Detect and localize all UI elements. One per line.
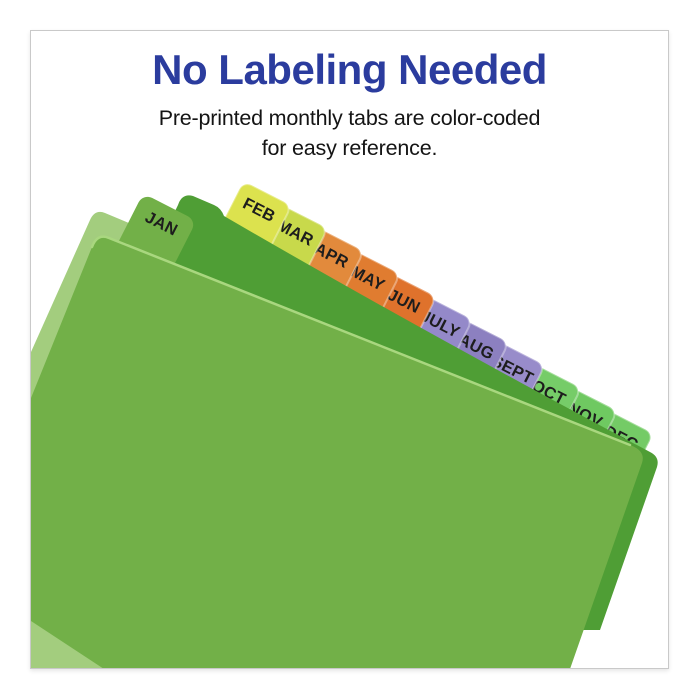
front-divider-sheet [31, 236, 643, 668]
product-card: DECNOVOCTSEPTAUGJULYJUNMAYAPRMARFEB JAN … [30, 30, 669, 669]
headline: No Labeling Needed [152, 46, 547, 93]
sheet-edge-highlight [90, 235, 632, 447]
subtitle-line-1: Pre-printed monthly tabs are color-coded [158, 106, 541, 131]
header: No Labeling Needed Pre-printed monthly t… [31, 46, 668, 163]
subtitle-line-2: for easy reference. [261, 136, 438, 161]
divider-illustration: DECNOVOCTSEPTAUGJULYJUNMAYAPRMARFEB JAN [31, 183, 658, 668]
